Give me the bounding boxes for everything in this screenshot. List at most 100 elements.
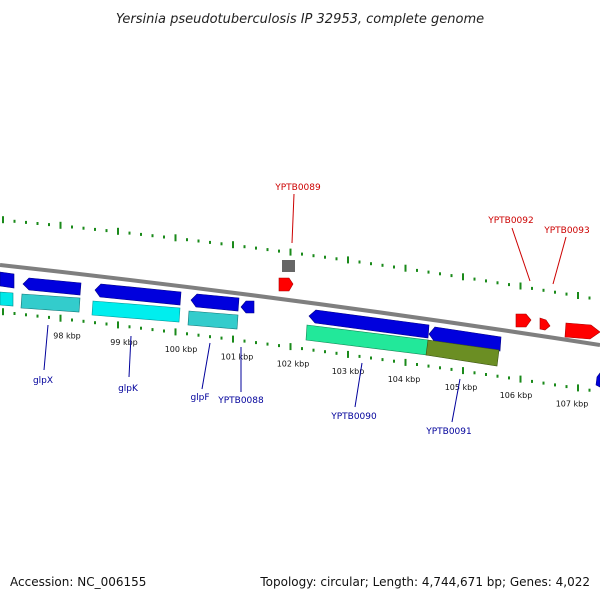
label-yptb0089[interactable]: YPTB0089 xyxy=(274,183,321,193)
inner-tick xyxy=(554,383,556,387)
connector-glpf xyxy=(201,342,211,390)
inner-tick xyxy=(82,319,85,323)
outer-tick xyxy=(163,235,165,239)
gene-arrow-yptb0090[interactable] xyxy=(308,309,430,339)
accession-text: Accession: NC_006155 xyxy=(10,575,146,589)
scale-label: 100 kbp xyxy=(165,345,198,354)
gene-arrow-forward-edge[interactable] xyxy=(564,322,600,340)
outer-tick-row xyxy=(2,216,591,300)
outer-tick xyxy=(220,242,223,246)
inner-tick xyxy=(519,375,522,383)
inner-tick xyxy=(508,376,510,380)
scale-label: 105 kbp xyxy=(445,383,478,392)
inner-tick xyxy=(140,326,142,330)
connector-yptb0092 xyxy=(511,227,531,282)
gene-arrow-glpk[interactable] xyxy=(94,283,182,306)
inner-tick xyxy=(117,321,119,329)
scale-labels: 98 kbp 99 kbp 100 kbp 101 kbp 102 kbp 103 kbp… xyxy=(53,332,588,409)
label-yptb0093[interactable]: YPTB0093 xyxy=(543,226,590,236)
gene-arrow-glpf[interactable] xyxy=(190,293,240,312)
outer-tick xyxy=(13,219,16,223)
outer-tick xyxy=(243,245,246,249)
label-glpk[interactable]: glpK xyxy=(118,384,139,394)
inner-tick xyxy=(496,374,499,378)
gene-arrow-glpx[interactable] xyxy=(22,277,82,296)
outer-tick xyxy=(473,277,476,281)
outer-tick xyxy=(140,232,142,236)
label-glpf[interactable]: glpF xyxy=(190,393,209,403)
scale-label: 101 kbp xyxy=(221,352,254,361)
outer-tick xyxy=(531,286,533,290)
outer-tick xyxy=(94,227,96,231)
inner-tick-row xyxy=(2,308,591,392)
outer-tick xyxy=(2,216,4,224)
outer-tick xyxy=(462,273,464,281)
outer-tick xyxy=(25,220,27,224)
label-yptb0091[interactable]: YPTB0091 xyxy=(425,427,472,437)
scale-label: 99 kbp xyxy=(110,338,138,347)
inner-tick xyxy=(312,348,315,352)
outer-tick xyxy=(128,231,131,235)
inner-tick xyxy=(577,384,579,392)
outer-tick xyxy=(105,229,108,233)
outer-tick xyxy=(416,268,418,272)
pseudogene-yptb0089[interactable] xyxy=(282,260,295,272)
label-yptb0092[interactable]: YPTB0092 xyxy=(487,216,534,226)
outer-tick xyxy=(289,248,292,256)
outer-tick xyxy=(174,234,177,242)
inner-tick xyxy=(25,313,27,317)
inner-tick xyxy=(174,328,177,336)
outer-tick xyxy=(117,227,119,235)
gene-arrow-yptb0088[interactable] xyxy=(240,300,255,314)
gene-arrow-left-edge[interactable] xyxy=(0,271,15,289)
outer-tick xyxy=(151,234,154,238)
outer-tick xyxy=(197,239,200,243)
inner-tick xyxy=(197,333,200,337)
label-yptb0088[interactable]: YPTB0088 xyxy=(217,396,264,406)
outer-tick xyxy=(496,281,499,285)
inner-tick xyxy=(450,367,453,371)
inner-tick xyxy=(2,308,4,316)
outer-tick xyxy=(381,263,384,267)
inner-tick xyxy=(278,344,280,348)
scale-label: 104 kbp xyxy=(388,375,421,384)
inner-tick xyxy=(324,350,326,354)
inner-tick xyxy=(128,325,131,329)
outer-tick xyxy=(393,265,395,269)
label-glpx[interactable]: glpX xyxy=(33,376,53,386)
connector-glpx xyxy=(43,324,49,371)
cds-bar-glpk[interactable] xyxy=(91,300,181,323)
cds-bar-glpx[interactable] xyxy=(20,293,81,313)
gene-arrow-right-edge[interactable] xyxy=(595,372,600,388)
forward-features xyxy=(278,260,600,340)
scale-label: 98 kbp xyxy=(53,332,81,341)
inner-tick xyxy=(335,351,338,355)
outer-tick xyxy=(278,249,280,253)
outer-tick xyxy=(370,262,372,266)
outer-tick xyxy=(186,238,188,242)
inner-tick xyxy=(439,366,441,370)
outer-tick xyxy=(82,226,85,230)
outer-tick xyxy=(519,282,522,290)
inner-tick xyxy=(473,371,476,375)
inner-tick xyxy=(59,314,62,322)
cds-bar-left-edge[interactable] xyxy=(0,291,14,307)
gene-arrow-yptb0089[interactable] xyxy=(278,277,294,292)
genome-summary-text: Topology: circular; Length: 4,744,671 bp… xyxy=(259,575,590,589)
inner-tick xyxy=(13,312,16,315)
label-connectors xyxy=(43,193,567,423)
connector-yptb0089 xyxy=(291,193,295,244)
outer-tick xyxy=(36,222,39,225)
inner-tick xyxy=(370,356,372,360)
scale-label: 107 kbp xyxy=(556,400,589,409)
outer-tick xyxy=(59,221,62,229)
cds-bar-glpf[interactable] xyxy=(187,310,239,330)
label-yptb0090[interactable]: YPTB0090 xyxy=(330,412,377,422)
inner-tick xyxy=(48,315,50,319)
gene-arrow-yptb0092[interactable] xyxy=(515,313,532,328)
inner-tick xyxy=(485,373,487,376)
cds-bar-yptb0091[interactable] xyxy=(425,339,500,367)
connector-glpk xyxy=(128,335,132,378)
inner-tick xyxy=(105,322,108,326)
gene-arrow-yptb0093[interactable] xyxy=(539,317,551,331)
